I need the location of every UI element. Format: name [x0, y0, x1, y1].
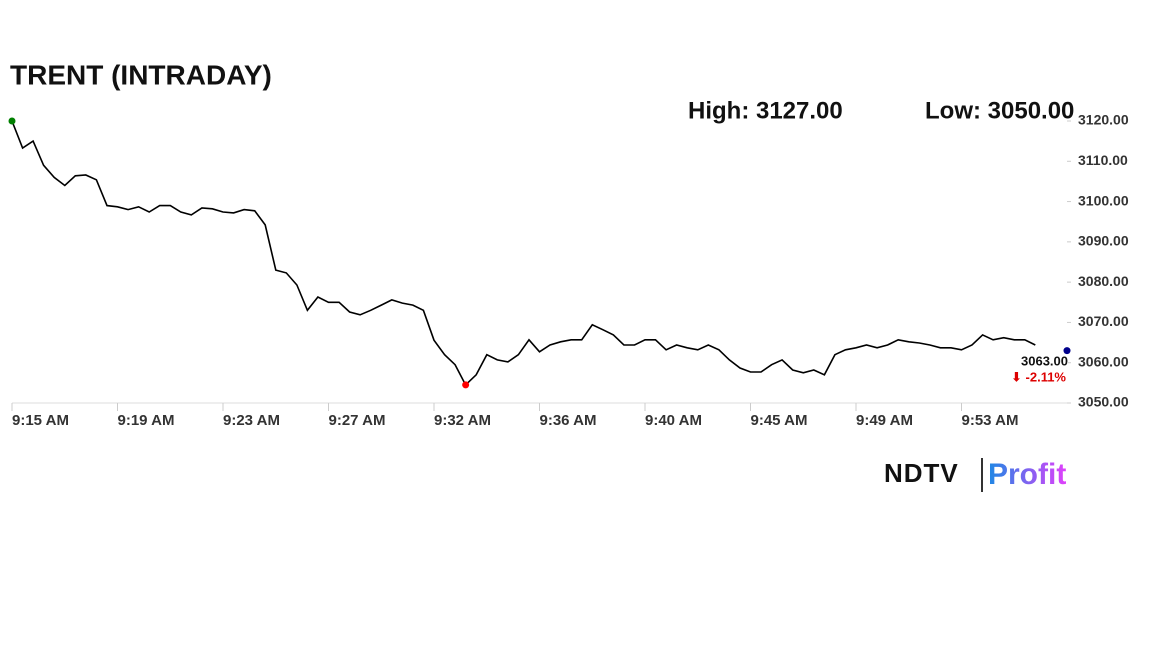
y-tick-label: 3100.00 — [1078, 192, 1129, 208]
y-tick-label: 3090.00 — [1078, 233, 1129, 249]
chart-title: TRENT (INTRADAY) — [10, 59, 272, 90]
brand-sub: Profit — [988, 458, 1066, 491]
x-tick-label: 9:32 AM — [434, 412, 491, 429]
x-tick-label: 9:23 AM — [223, 412, 280, 429]
y-tick-label: 3060.00 — [1078, 353, 1129, 369]
x-tick-label: 9:49 AM — [856, 412, 913, 429]
x-tick-label: 9:45 AM — [751, 412, 808, 429]
y-tick-label: 3050.00 — [1078, 394, 1129, 410]
price-line — [12, 121, 1067, 385]
x-tick-label: 9:36 AM — [540, 412, 597, 429]
change-label: ⬇ -2.11% — [1011, 369, 1066, 384]
high-label: High: 3127.00 — [688, 97, 843, 124]
x-tick-label: 9:19 AM — [118, 412, 175, 429]
y-tick-label: 3120.00 — [1078, 112, 1129, 128]
y-tick-label: 3070.00 — [1078, 313, 1129, 329]
y-tick-label: 3080.00 — [1078, 273, 1129, 289]
y-tick-label: 3110.00 — [1078, 152, 1128, 168]
start-dot — [8, 117, 16, 125]
brand-logo: NDTV — [884, 458, 959, 488]
x-tick-label: 9:15 AM — [12, 412, 69, 429]
x-tick-label: 9:40 AM — [645, 412, 702, 429]
x-tick-label: 9:27 AM — [329, 412, 386, 429]
low-dot — [462, 381, 470, 389]
last-label: 3063.00 — [1021, 353, 1068, 368]
end-dot — [1063, 347, 1071, 355]
low-label: Low: 3050.00 — [925, 97, 1074, 124]
x-tick-label: 9:53 AM — [962, 412, 1019, 429]
